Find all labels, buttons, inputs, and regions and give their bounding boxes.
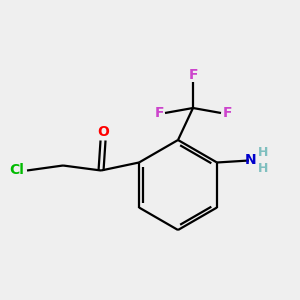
Text: O: O (97, 125, 109, 140)
Text: F: F (222, 106, 232, 120)
Text: F: F (188, 68, 198, 82)
Text: Cl: Cl (10, 164, 25, 178)
Text: N: N (245, 154, 257, 167)
Text: H: H (258, 162, 268, 175)
Text: H: H (258, 146, 268, 159)
Text: F: F (154, 106, 164, 120)
